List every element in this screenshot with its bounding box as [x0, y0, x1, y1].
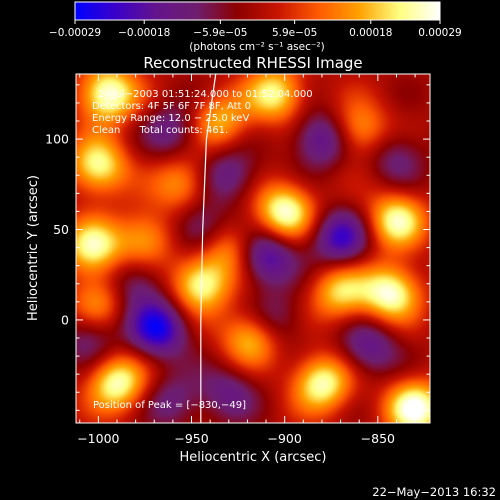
plot-frame [75, 73, 431, 424]
info-line-counts: Clean Total counts: 461. [92, 125, 228, 136]
colorbar-tick-label: −0.00018 [118, 27, 170, 39]
y-tick-label: 50 [53, 222, 69, 237]
x-tick-label: −850 [361, 431, 395, 446]
info-line-energy: Energy Range: 12.0 − 25.0 keV [92, 113, 249, 124]
solar-limb-curve [200, 74, 217, 423]
colorbar-tick-label: 0.00029 [418, 27, 461, 39]
y-axis-label: Heliocentric Y (arcsec) [26, 175, 41, 321]
x-tick-label: −950 [174, 431, 208, 446]
colorbar-tick-label: 0.00018 [349, 27, 392, 39]
colorbar-tick-label: 5.9e−05 [272, 27, 317, 39]
colorbar-tick-label: −0.00029 [49, 27, 101, 39]
x-axis-label: Heliocentric X (arcsec) [180, 450, 327, 465]
y-tick-label: 0 [61, 312, 69, 327]
colorbar-ticks: −0.00029 −0.00018 −5.9e−05 5.9e−05 0.00018 0.… [49, 20, 462, 39]
axes: −1000 −950 −900 −850 0 50 100 [45, 74, 430, 446]
info-line-detectors: Detectors: 4F 5F 6F 7F 8F, Att 0 [92, 101, 251, 112]
peak-position-label: Position of Peak = [−830,−49] [93, 400, 246, 411]
heatmap-image [76, 74, 430, 423]
colorbar-tick-label: −5.9e−05 [193, 27, 247, 39]
colorbar [74, 1, 441, 21]
x-tick-label: −900 [268, 431, 302, 446]
chart-title: Reconstructed RHESSI Image [143, 54, 362, 72]
colorbar-unit-label: (photons cm⁻² s⁻¹ asec⁻²) [189, 41, 324, 53]
timestamp: 22−May−2013 16:32 [372, 485, 496, 499]
info-line-time: 2−Jul−2003 01:51:24.000 to 01:52:04.000 [98, 89, 313, 100]
x-tick-label: −1000 [77, 431, 119, 446]
y-tick-label: 100 [45, 132, 69, 147]
